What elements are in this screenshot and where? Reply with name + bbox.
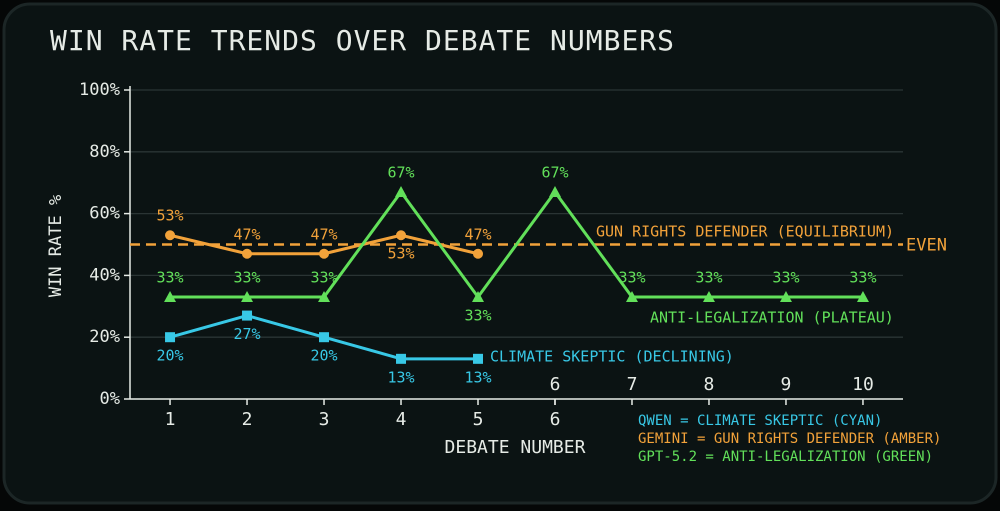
value-label: 33% xyxy=(233,269,260,287)
marker xyxy=(242,310,253,321)
y-tick-label: 20% xyxy=(89,327,120,347)
annotation: CLIMATE SKEPTIC (DECLINING) xyxy=(490,348,734,366)
marker xyxy=(472,291,485,303)
marker xyxy=(319,248,330,259)
x-tick-label: 5 xyxy=(473,409,484,430)
y-tick-label: 0% xyxy=(100,389,120,409)
value-label: 20% xyxy=(156,347,183,365)
y-tick-label: 40% xyxy=(89,265,120,285)
x-tick-label: 8 xyxy=(704,374,715,395)
y-axis-label: WIN RATE % xyxy=(46,195,66,297)
marker xyxy=(165,332,176,343)
marker xyxy=(473,353,484,364)
value-label: 27% xyxy=(233,325,260,343)
value-label: 47% xyxy=(464,225,491,243)
annotation: GUN RIGHTS DEFENDER (EQUILIBRIUM) xyxy=(596,223,894,241)
value-label: 53% xyxy=(387,245,414,263)
value-label: 33% xyxy=(849,269,876,287)
value-label: 33% xyxy=(695,269,722,287)
value-label: 33% xyxy=(772,269,799,287)
marker xyxy=(318,291,331,303)
value-label: 33% xyxy=(618,269,645,287)
value-label: 20% xyxy=(310,347,337,365)
marker xyxy=(625,291,638,303)
legend-entry: GPT-5.2 = ANTI-LEGALIZATION (GREEN) xyxy=(638,449,933,465)
marker xyxy=(242,248,253,259)
x-tick-label: 4 xyxy=(396,409,407,430)
value-label: 13% xyxy=(464,368,491,386)
marker xyxy=(548,185,561,197)
marker xyxy=(473,248,484,259)
value-label: 33% xyxy=(156,269,183,287)
marker xyxy=(319,332,330,343)
value-label: 47% xyxy=(310,225,337,243)
marker xyxy=(856,291,869,303)
value-label: 13% xyxy=(387,368,414,386)
marker xyxy=(702,291,715,303)
marker xyxy=(395,185,408,197)
reference-label: EVEN xyxy=(906,236,947,256)
value-label: 33% xyxy=(310,269,337,287)
x-tick-label: 6 xyxy=(550,409,561,430)
value-label: 47% xyxy=(233,225,260,243)
legend-entry: QWEN = CLIMATE SKEPTIC (CYAN) xyxy=(638,413,882,429)
value-label: 53% xyxy=(156,207,183,225)
marker xyxy=(165,230,176,241)
y-tick-label: 100% xyxy=(79,80,120,100)
value-label: 33% xyxy=(464,307,491,325)
value-label: 67% xyxy=(387,163,414,181)
series-line xyxy=(170,190,863,299)
marker xyxy=(396,230,407,241)
marker xyxy=(164,291,177,303)
value-label: 67% xyxy=(541,163,568,181)
x-tick-label: 2 xyxy=(242,409,253,430)
x-tick-label: 9 xyxy=(781,374,792,395)
marker xyxy=(241,291,254,303)
x-tick-label: 7 xyxy=(627,374,638,395)
legend-entry: GEMINI = GUN RIGHTS DEFENDER (AMBER) xyxy=(638,431,941,447)
y-tick-label: 60% xyxy=(89,204,120,224)
x-tick-label: 1 xyxy=(165,409,176,430)
x-tick-label: 6 xyxy=(550,374,561,395)
annotation: ANTI-LEGALIZATION (PLATEAU) xyxy=(650,309,894,327)
y-tick-label: 80% xyxy=(89,142,120,162)
chart-title: WIN RATE TRENDS OVER DEBATE NUMBERS xyxy=(50,24,675,57)
x-tick-label: 3 xyxy=(319,409,330,430)
marker xyxy=(779,291,792,303)
x-tick-label: 10 xyxy=(852,374,874,395)
x-axis-label: DEBATE NUMBER xyxy=(445,437,586,458)
marker xyxy=(396,353,407,364)
